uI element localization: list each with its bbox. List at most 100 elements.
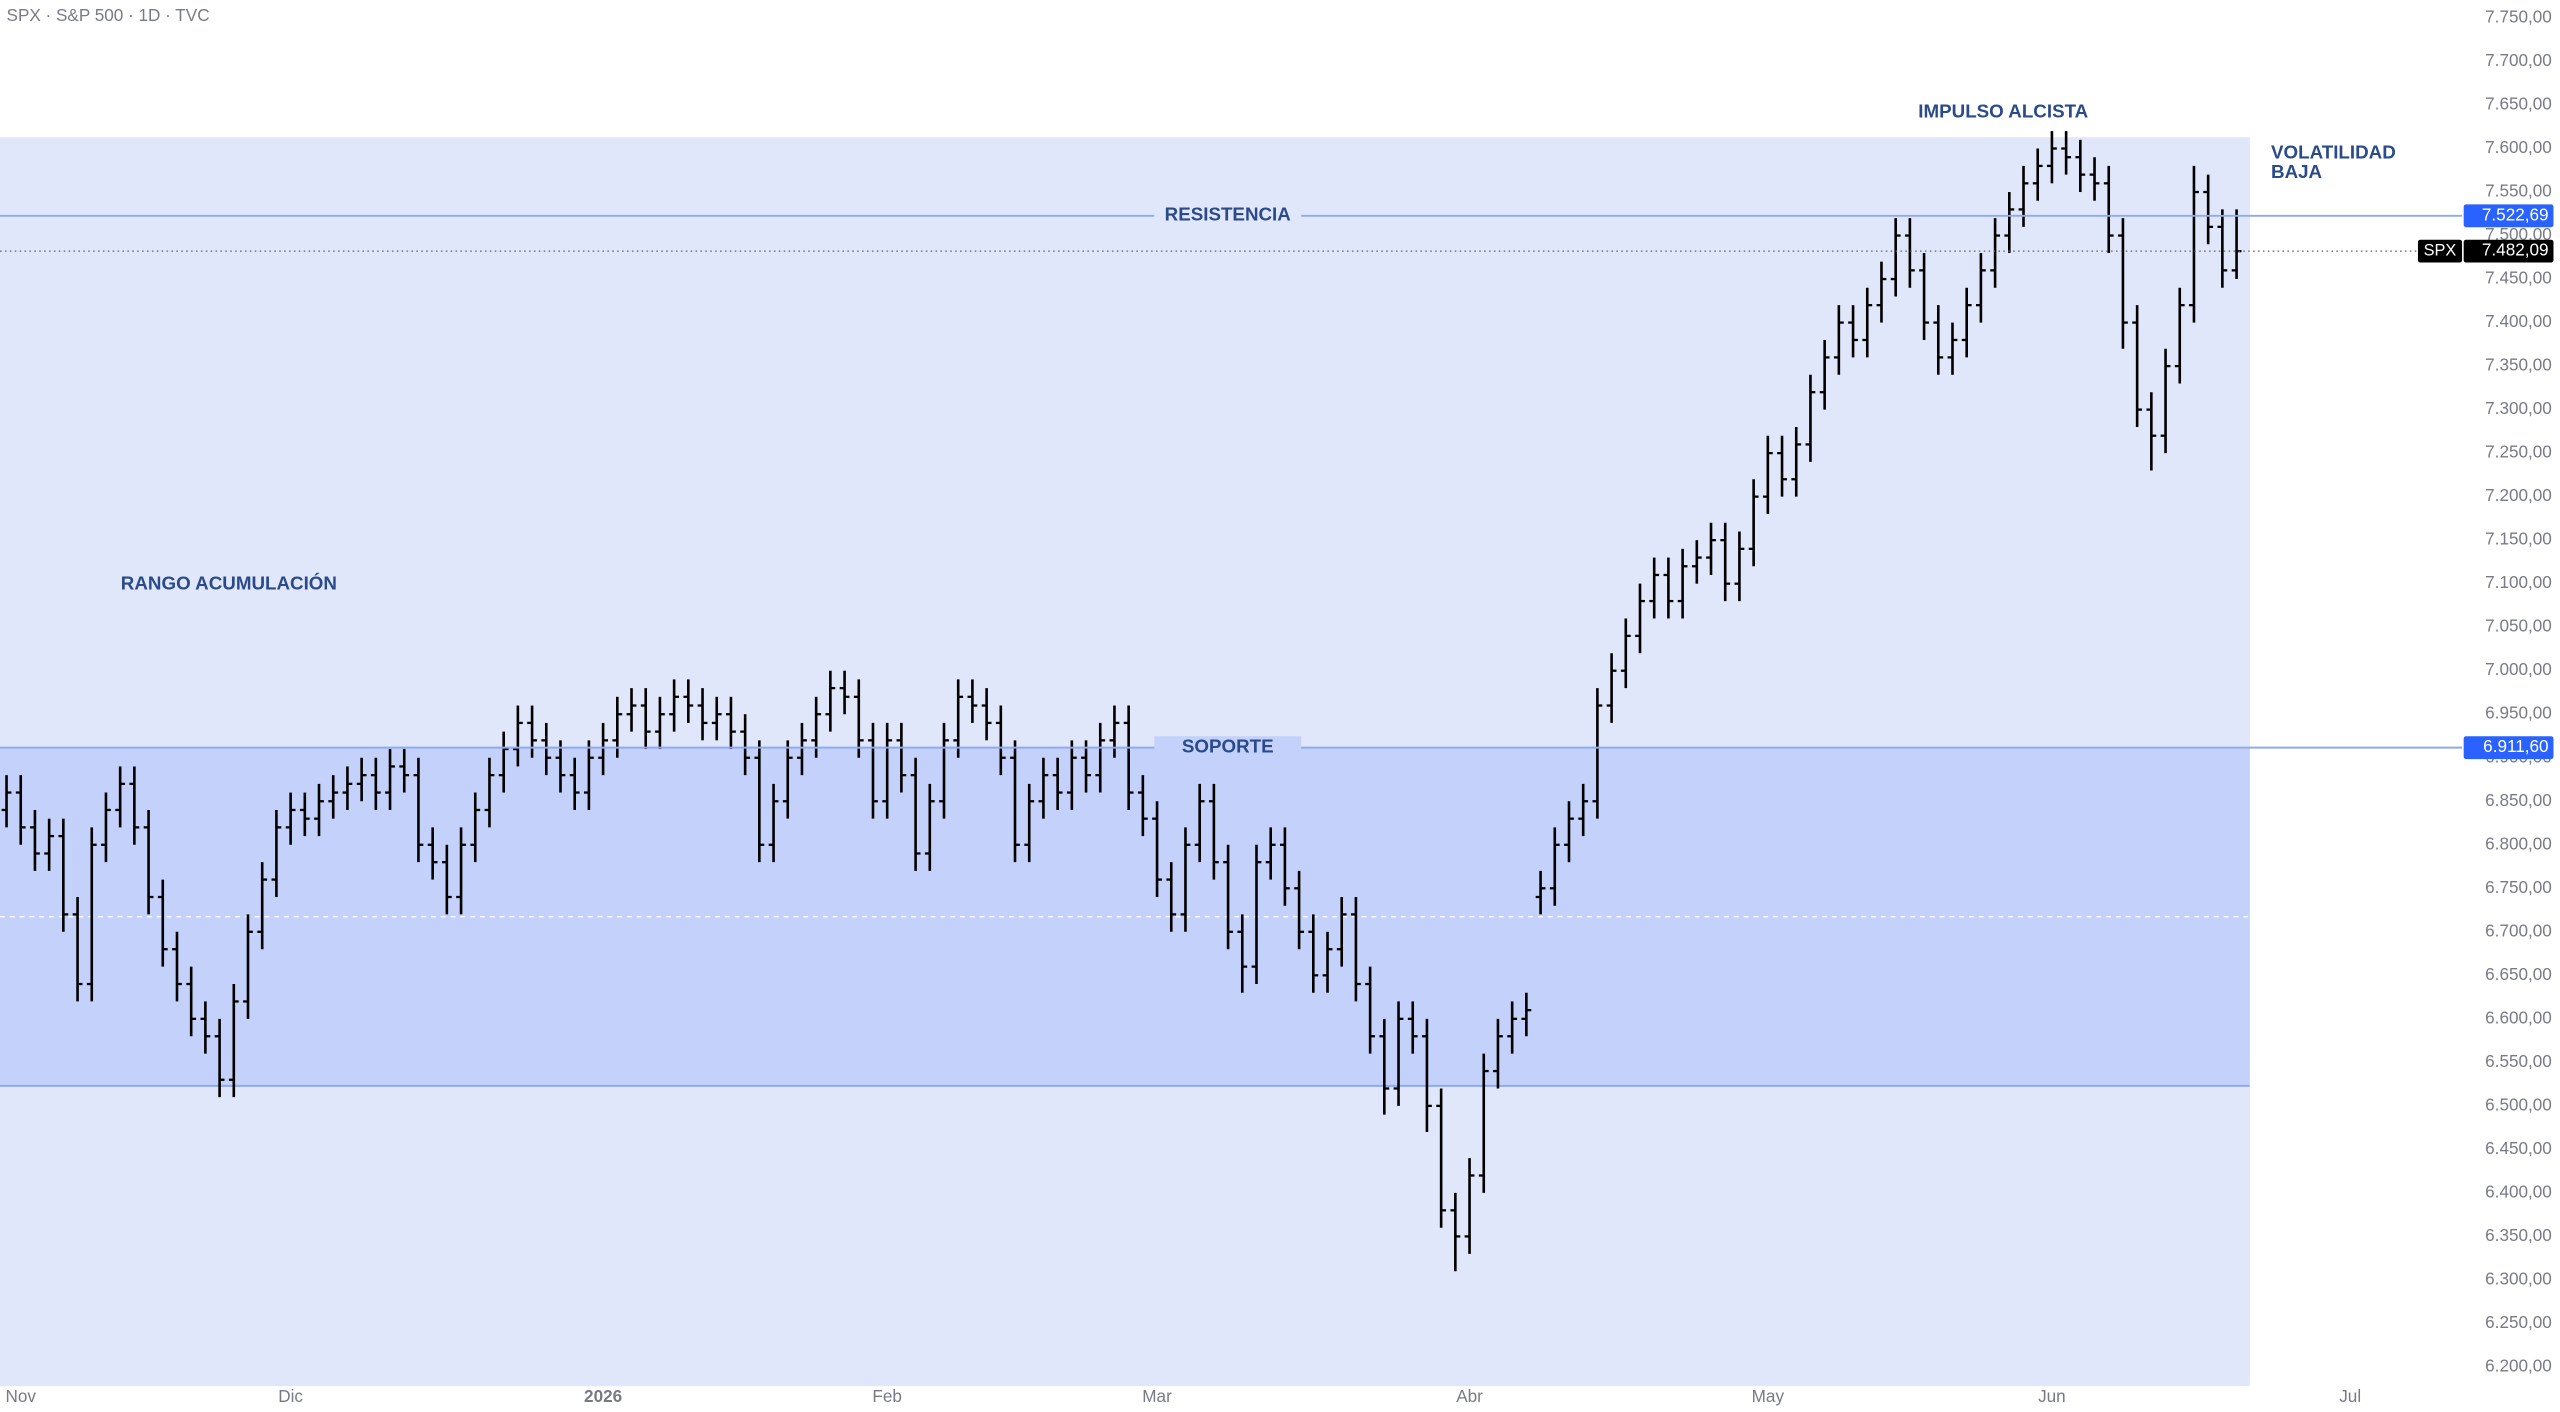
ohlc-bar — [1407, 1001, 1418, 1054]
y-tick-label: 6.550,00 — [2485, 1051, 2552, 1071]
level-label-bg — [1154, 736, 1302, 760]
ohlc-bar — [1748, 479, 1759, 567]
ohlc-bar — [1549, 827, 1560, 906]
ohlc-bar — [1691, 540, 1702, 584]
ohlc-bar — [44, 818, 55, 871]
ohlc-bar — [2203, 174, 2214, 245]
ohlc-bar — [1592, 688, 1603, 819]
ohlc-bar — [1450, 1192, 1461, 1272]
ohlc-bar — [2032, 148, 2043, 201]
ohlc-bar — [1237, 914, 1248, 993]
zones — [0, 137, 2250, 1387]
ohlc-bar — [981, 688, 992, 741]
y-tick-label: 7.600,00 — [2485, 137, 2552, 157]
ohlc-bar — [953, 679, 964, 758]
ohlc-bar — [1535, 870, 1546, 915]
x-tick-label: Dic — [278, 1386, 303, 1406]
price-tag-label: 7.522,69 — [2482, 204, 2549, 224]
ohlc-bar — [15, 775, 26, 845]
y-tick-label: 7.350,00 — [2485, 355, 2552, 375]
x-tick-label: 2026 — [584, 1386, 622, 1406]
ohlc-bar — [356, 757, 367, 802]
level-label: RESISTENCIA — [1165, 204, 1292, 225]
ohlc-bar — [1365, 966, 1376, 1054]
ohlc-bar — [1564, 801, 1574, 863]
ohlc-bar — [1379, 1018, 1390, 1115]
ohlc-bar — [101, 792, 111, 863]
ohlc-bar — [1720, 522, 1731, 602]
ohlc-bar — [868, 722, 878, 819]
y-tick-label: 7.450,00 — [2485, 268, 2552, 288]
ohlc-bar — [2189, 165, 2199, 323]
ohlc-bar — [413, 757, 424, 863]
x-tick-label: Jul — [2339, 1386, 2361, 1406]
ohlc-bar — [456, 827, 466, 915]
ohlc-bar — [740, 714, 751, 776]
ohlc-bar — [470, 792, 481, 863]
ohlc-bar — [726, 696, 736, 750]
y-tick-label: 7.550,00 — [2485, 181, 2552, 201]
y-tick-label: 6.800,00 — [2485, 833, 2552, 853]
ohlc-bar — [86, 827, 97, 1002]
ohlc-bar — [1294, 870, 1305, 950]
ohlc-bar — [1521, 992, 1532, 1037]
ohlc-bar — [2118, 218, 2128, 349]
chart-title: SPX · S&P 500 · 1D · TVC — [7, 5, 210, 25]
ohlc-bar — [1123, 705, 1134, 810]
ohlc-bar — [228, 984, 239, 1098]
ohlc-bar — [1, 775, 12, 828]
ohlc-bar — [1010, 740, 1020, 863]
ohlc-bar — [72, 896, 83, 1002]
price-tag — [2463, 736, 2554, 760]
ohlc-bar — [995, 705, 1006, 776]
ohlc-bar — [1762, 435, 1773, 515]
ohlc-bar — [399, 749, 410, 793]
y-tick-label: 7.650,00 — [2485, 94, 2552, 114]
ohlc-bar — [626, 688, 637, 732]
ohlc-bar — [2174, 287, 2185, 384]
ohlc-bar — [1478, 1053, 1489, 1193]
ohlc-bar — [1265, 827, 1276, 880]
ohlc-bar — [1066, 740, 1077, 810]
y-tick-label: 6.200,00 — [2485, 1356, 2552, 1376]
ohlc-bar — [1336, 896, 1347, 967]
ohlc-bar — [1791, 427, 1802, 497]
symbol-tag-label: SPX — [2424, 241, 2457, 259]
ohlc-bar — [1663, 557, 1674, 619]
y-tick-label: 7.700,00 — [2485, 50, 2552, 70]
ohlc-bar — [1677, 548, 1688, 619]
ohlc-bar — [1848, 305, 1858, 358]
x-tick-label: Feb — [872, 1386, 902, 1406]
ohlc-bar — [683, 679, 694, 723]
ohlc-bar — [1876, 261, 1887, 323]
ohlc-bar — [484, 757, 495, 828]
ohlc-bar — [825, 670, 836, 732]
ohlc-bar — [157, 879, 168, 967]
ohlc-bar — [2103, 165, 2114, 253]
ohlc-bar — [2146, 392, 2157, 471]
ohlc-bar — [1081, 740, 1091, 793]
ohlc-bar — [427, 827, 438, 880]
ohlc-bar — [1578, 783, 1589, 837]
y-tick-label: 6.750,00 — [2485, 877, 2552, 897]
ohlc-bar — [1024, 783, 1035, 863]
ohlc-bar — [129, 766, 140, 845]
ohlc-bar — [782, 740, 793, 819]
ohlc-bar — [512, 705, 523, 767]
ohlc-bar — [200, 1001, 211, 1054]
ohlc-bar — [1038, 757, 1049, 819]
ohlc-bar — [569, 757, 580, 810]
y-tick-label: 6.350,00 — [2485, 1225, 2552, 1245]
y-tick-label: 6.300,00 — [2485, 1268, 2552, 1288]
ohlc-bar — [555, 740, 566, 793]
y-tick-label: 6.450,00 — [2485, 1138, 2552, 1158]
y-tick-label: 7.150,00 — [2485, 529, 2552, 549]
ohlc-bar — [1109, 705, 1120, 758]
ohlc-bar — [541, 722, 552, 776]
ohlc-bar — [2089, 157, 2100, 201]
ohlc-bar — [768, 783, 779, 863]
ohlc-bar — [797, 722, 807, 776]
ohlc-bar — [1152, 801, 1162, 897]
